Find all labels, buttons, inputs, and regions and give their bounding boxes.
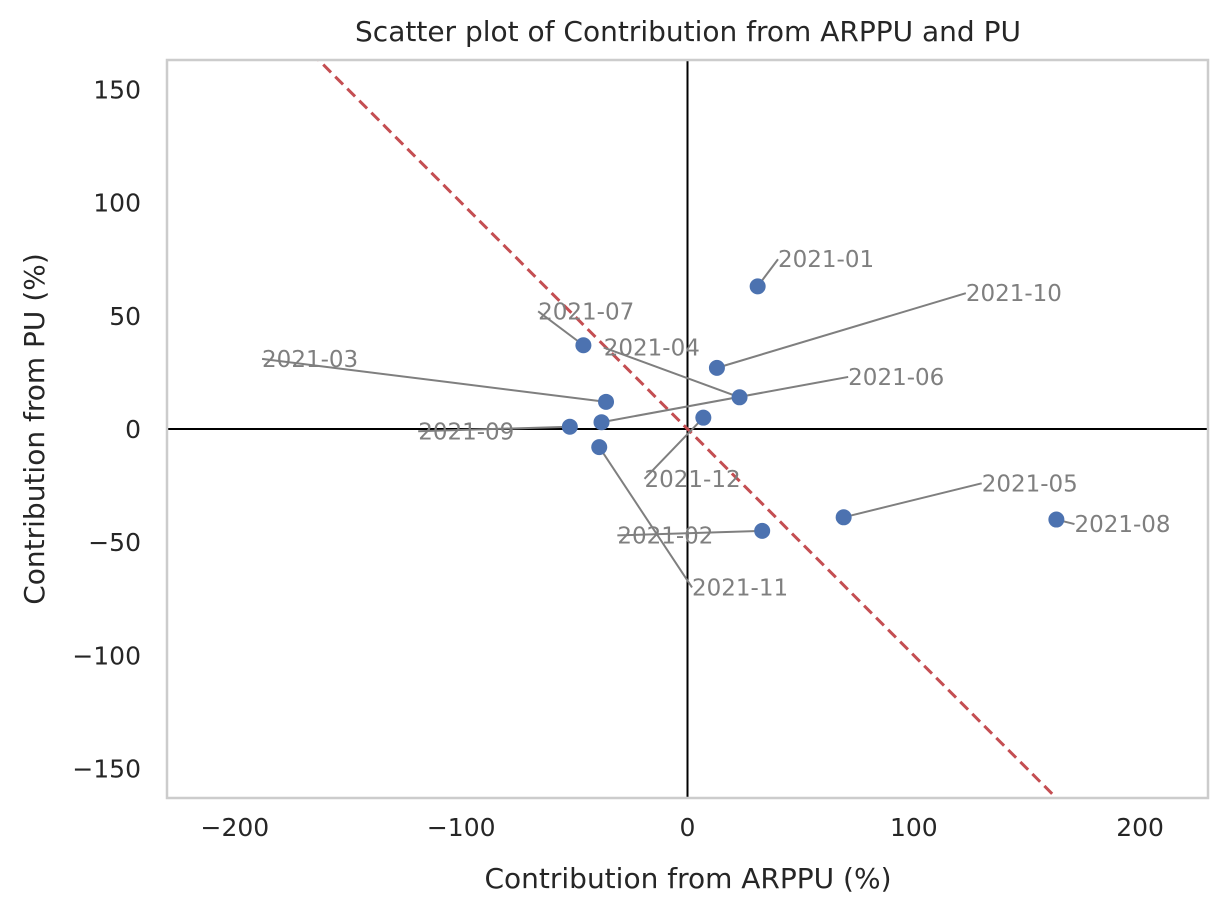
chart-title: Scatter plot of Contribution from ARPPU … (355, 15, 1021, 48)
scatter-point (1048, 511, 1065, 528)
y-tick-label: −100 (72, 641, 141, 670)
scatter-point (695, 409, 712, 426)
point-annotation: 2021-09 (418, 419, 514, 445)
annotation-connector (601, 375, 849, 424)
y-tick-label: 0 (125, 415, 141, 444)
annotation-connector (843, 482, 982, 519)
y-tick-label: 50 (109, 302, 141, 331)
point-annotation: 2021-07 (538, 299, 634, 325)
point-annotation: 2021-02 (617, 523, 713, 549)
x-axis-label: Contribution from ARPPU (%) (484, 862, 891, 895)
point-annotation: 2021-12 (645, 467, 741, 493)
scatter-point (591, 439, 608, 456)
y-tick-label: −150 (72, 755, 141, 784)
annotation-connector (418, 425, 570, 433)
scatter-point (598, 393, 615, 410)
scatter-point (708, 359, 725, 376)
annotation-connector (617, 529, 763, 537)
y-tick-label: 100 (93, 189, 141, 218)
point-annotation: 2021-03 (262, 347, 358, 373)
annotation-connector (603, 346, 740, 399)
scatter-point (561, 418, 578, 435)
y-tick-label: −50 (88, 528, 141, 557)
x-tick-label: 200 (1116, 813, 1164, 842)
scatter-point (754, 522, 771, 539)
point-annotation: 2021-05 (982, 471, 1078, 497)
annotation-connector (716, 292, 967, 369)
scatter-point (835, 509, 852, 526)
scatter-point (731, 389, 748, 406)
annotation-connector (598, 446, 693, 589)
scatter-point (749, 278, 766, 295)
point-annotation: 2021-01 (778, 247, 874, 273)
point-annotation: 2021-10 (966, 281, 1062, 307)
point-annotation: 2021-08 (1074, 512, 1170, 538)
scatter-point (575, 337, 592, 354)
point-annotation: 2021-04 (604, 336, 700, 362)
point-annotation: 2021-06 (848, 365, 944, 391)
annotation-connector (643, 416, 705, 480)
y-axis-label: Contribution from PU (%) (18, 253, 51, 605)
annotation-connector (537, 310, 585, 347)
x-tick-label: −100 (427, 813, 496, 842)
x-tick-label: 100 (890, 813, 938, 842)
x-tick-label: 0 (680, 813, 696, 842)
annotation-connector (261, 357, 607, 403)
scatter-point (593, 414, 610, 431)
plot-frame (165, 58, 1210, 800)
y-tick-label: 150 (93, 75, 141, 104)
reference-line (316, 60, 1059, 798)
x-tick-label: −200 (201, 813, 270, 842)
point-annotation: 2021-11 (692, 575, 788, 601)
